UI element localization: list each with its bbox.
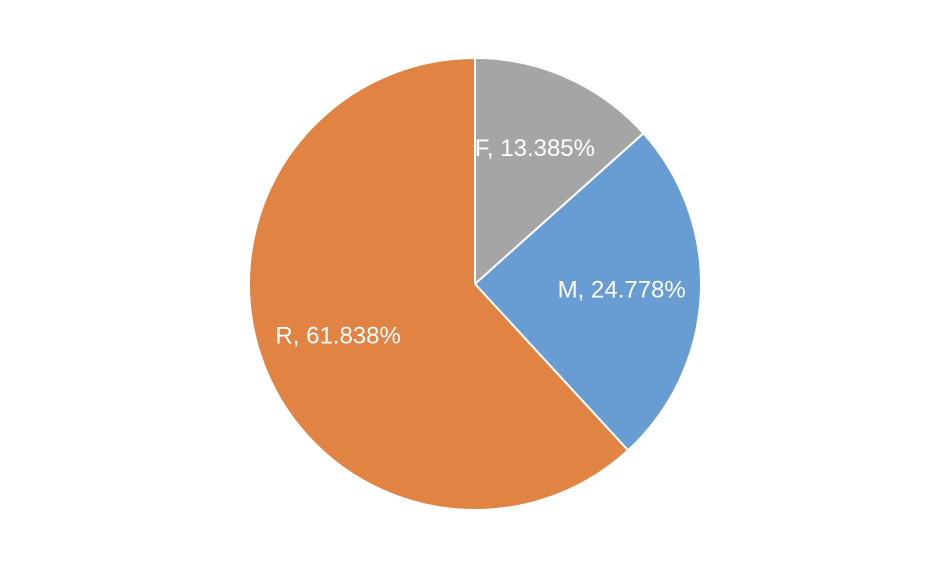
data-label: M, 24.778%	[558, 276, 686, 303]
pie-slice	[248, 56, 630, 511]
data-label: F, 13.385%	[475, 135, 595, 162]
data-label: R, 61.838%	[275, 323, 400, 350]
pie-slice	[474, 56, 645, 287]
pie-slice	[473, 131, 702, 452]
